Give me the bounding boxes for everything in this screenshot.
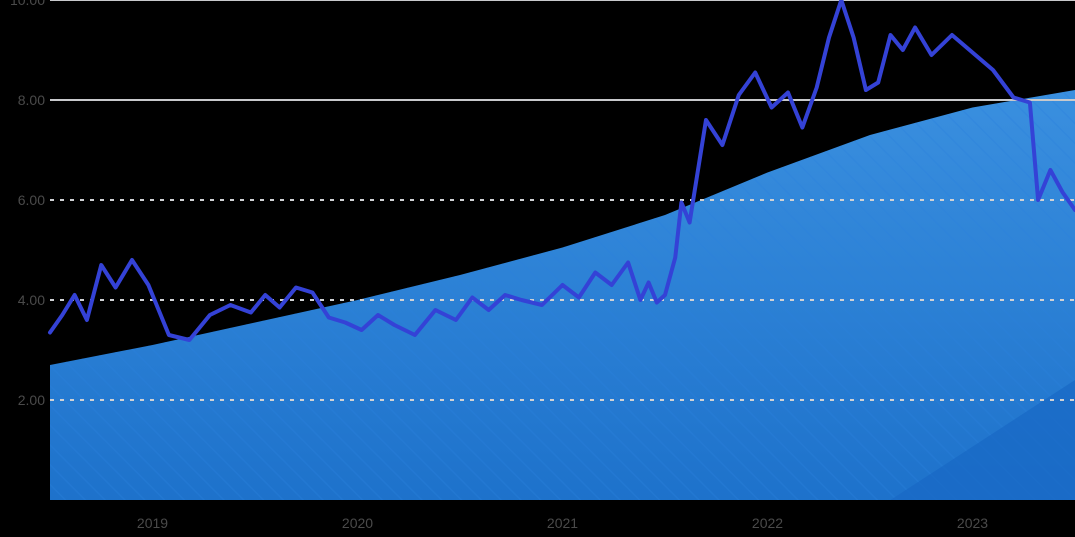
- corner-wedge: [891, 380, 1075, 500]
- chart-svg: [0, 0, 1075, 537]
- price-line: [50, 0, 1075, 340]
- y-axis-label: 10.00: [5, 0, 45, 8]
- y-axis-label: 4.00: [5, 292, 45, 308]
- y-axis-label: 8.00: [5, 92, 45, 108]
- x-axis-label: 2023: [957, 515, 988, 531]
- x-axis-label: 2022: [752, 515, 783, 531]
- area-series: [50, 90, 1075, 500]
- chart-container: 2.00 4.00 6.00 8.00 10.00 2019 2020 2021 2022 20…: [0, 0, 1075, 537]
- x-axis-label: 2021: [547, 515, 578, 531]
- y-axis-label: 6.00: [5, 192, 45, 208]
- y-axis-label: 2.00: [5, 392, 45, 408]
- area-series-hatch: [50, 90, 1075, 500]
- x-axis-label: 2019: [137, 515, 168, 531]
- x-axis-label: 2020: [342, 515, 373, 531]
